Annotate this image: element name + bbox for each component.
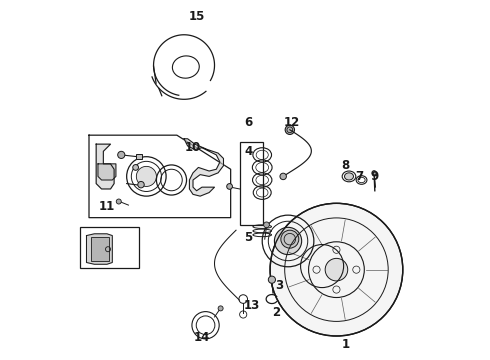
Polygon shape [96,144,114,189]
Text: 14: 14 [194,331,210,344]
Bar [91,237,109,261]
Circle shape [264,222,270,228]
Text: 11: 11 [99,201,115,213]
Circle shape [325,258,348,281]
Circle shape [116,199,122,204]
Circle shape [274,227,302,255]
Text: 2: 2 [272,306,280,319]
Circle shape [270,203,403,336]
Polygon shape [184,139,223,196]
Text: 4: 4 [245,145,253,158]
Circle shape [218,306,223,311]
Circle shape [227,184,232,189]
Ellipse shape [344,173,353,180]
Circle shape [285,125,294,134]
Bar [240,142,263,225]
Circle shape [136,166,156,186]
Text: 10: 10 [185,141,201,154]
Circle shape [133,165,139,170]
Bar [136,154,143,159]
Text: 15: 15 [188,10,205,23]
Text: 8: 8 [342,159,349,172]
Text: 3: 3 [275,279,283,292]
Text: 6: 6 [245,116,253,129]
Text: 5: 5 [245,231,253,244]
Text: 13: 13 [244,299,260,312]
Bar [80,226,139,268]
Text: 9: 9 [370,170,378,183]
Polygon shape [98,164,116,180]
Circle shape [281,230,299,248]
Circle shape [118,151,125,158]
Text: 1: 1 [342,338,349,351]
Circle shape [269,276,275,283]
Circle shape [138,181,144,188]
Text: 7: 7 [356,170,364,183]
Text: 12: 12 [284,116,300,129]
Circle shape [280,173,286,180]
Polygon shape [87,234,112,264]
Circle shape [372,171,376,175]
